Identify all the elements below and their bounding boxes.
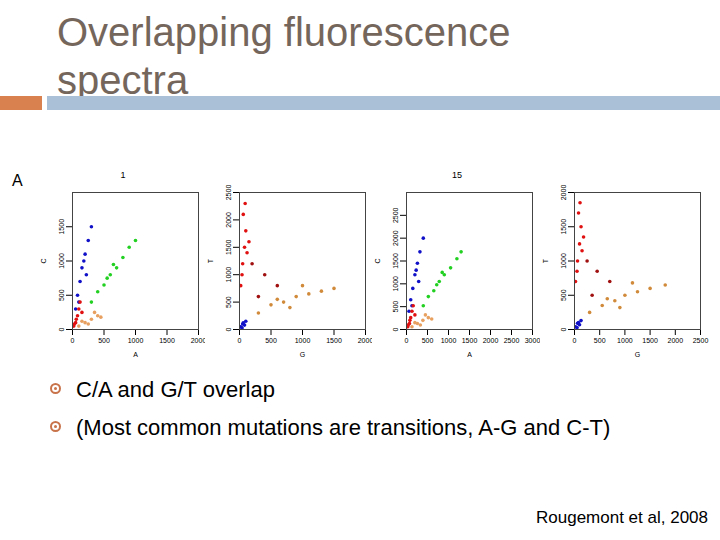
svg-text:500: 500 bbox=[392, 301, 399, 313]
html-text:Overlapping fluorescence spect: Overlapping fluorescence spectra bbox=[57, 10, 511, 102]
svg-text:0: 0 bbox=[392, 327, 399, 331]
html-text:C/A and G/T overlap: C/A and G/T overlap bbox=[76, 377, 275, 402]
svg-text:1000: 1000 bbox=[128, 337, 144, 344]
svg-text:2000: 2000 bbox=[560, 185, 567, 201]
svg-text:500: 500 bbox=[225, 296, 232, 308]
svg-text:0: 0 bbox=[405, 337, 409, 344]
svg-text:500: 500 bbox=[594, 337, 606, 344]
svg-text:2000: 2000 bbox=[668, 337, 684, 344]
svg-text:2000: 2000 bbox=[483, 337, 499, 344]
svg-text:1500: 1500 bbox=[58, 219, 65, 235]
svg-text:1000: 1000 bbox=[225, 267, 232, 283]
svg-text:A: A bbox=[133, 351, 138, 358]
svg-text:2000: 2000 bbox=[357, 337, 374, 345]
svg-text:1500: 1500 bbox=[326, 337, 342, 344]
svg-text:2000: 2000 bbox=[392, 230, 399, 246]
svg-text:1500: 1500 bbox=[225, 239, 232, 255]
svg-text:0: 0 bbox=[560, 327, 567, 331]
svg-text:1500: 1500 bbox=[392, 253, 399, 269]
svg-text:500: 500 bbox=[265, 337, 277, 344]
svg-text:0: 0 bbox=[71, 337, 75, 344]
svg-text:0: 0 bbox=[573, 337, 577, 344]
svg-text:500: 500 bbox=[58, 289, 65, 301]
svg-text:1000: 1000 bbox=[441, 337, 457, 344]
svg-text:C: C bbox=[40, 258, 47, 263]
svg-text:2500: 2500 bbox=[225, 185, 232, 201]
svg-text:0: 0 bbox=[225, 327, 232, 331]
svg-text:2500: 2500 bbox=[504, 337, 520, 344]
svg-text:2000: 2000 bbox=[190, 337, 207, 345]
html-text:A: A bbox=[12, 172, 23, 189]
svg-text:0: 0 bbox=[58, 327, 65, 331]
svg-text:T: T bbox=[542, 258, 549, 263]
html-text:15: 15 bbox=[452, 170, 462, 180]
svg-text:1000: 1000 bbox=[392, 276, 399, 292]
svg-text:1500: 1500 bbox=[159, 337, 175, 344]
svg-text:C: C bbox=[374, 258, 381, 263]
svg-text:2500: 2500 bbox=[392, 207, 399, 223]
html-text:(Most common mutations are tra: (Most common mutations are transitions, … bbox=[76, 415, 611, 440]
svg-text:1000: 1000 bbox=[295, 337, 311, 344]
svg-text:1000: 1000 bbox=[617, 337, 633, 344]
svg-text:2000: 2000 bbox=[225, 212, 232, 228]
svg-text:G: G bbox=[635, 351, 640, 358]
svg-text:1500: 1500 bbox=[642, 337, 658, 344]
svg-text:1000: 1000 bbox=[560, 253, 567, 269]
html-text:Rougemont et al, 2008: Rougemont et al, 2008 bbox=[536, 508, 708, 527]
svg-text:500: 500 bbox=[422, 337, 434, 344]
svg-text:G: G bbox=[300, 351, 305, 358]
svg-text:500: 500 bbox=[560, 289, 567, 301]
svg-text:1500: 1500 bbox=[560, 219, 567, 235]
svg-text:1500: 1500 bbox=[462, 337, 478, 344]
svg-text:0: 0 bbox=[238, 337, 242, 344]
svg-text:1000: 1000 bbox=[58, 253, 65, 269]
svg-text:500: 500 bbox=[98, 337, 110, 344]
svg-text:T: T bbox=[207, 258, 214, 263]
svg-text:2500: 2500 bbox=[693, 337, 709, 344]
svg-text:3000: 3000 bbox=[525, 337, 541, 344]
html-text:1: 1 bbox=[120, 170, 126, 180]
svg-text:A: A bbox=[467, 351, 472, 358]
